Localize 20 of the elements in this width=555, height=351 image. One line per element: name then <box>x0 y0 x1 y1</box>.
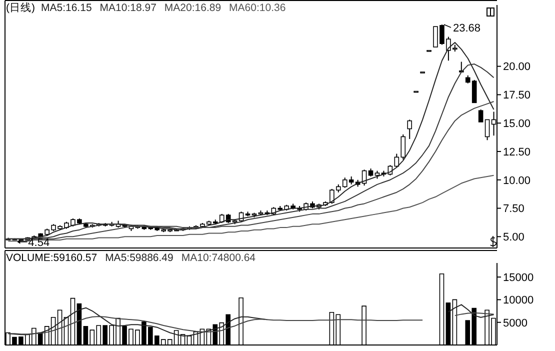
y-tick-label: 5000 <box>503 317 528 330</box>
text: MA10:18.97 <box>100 2 156 14</box>
y-tick-label: 7.50 <box>503 203 524 216</box>
annotation: 4.54 <box>28 236 50 249</box>
y-tick-label: 15000 <box>503 272 534 284</box>
y-tick-label: 17.50 <box>503 90 531 102</box>
text: VOLUME:59160.57 <box>6 252 98 264</box>
chart-title: (日线) <box>6 2 35 14</box>
y-tick-label: 10000 <box>503 294 534 307</box>
text: MA5:16.15 <box>41 2 92 14</box>
text: MA60:10.36 <box>229 2 286 14</box>
y-tick-label: 5.00 <box>503 232 524 244</box>
y-tick-label: 15.00 <box>503 118 531 130</box>
y-tick-label: 10.00 <box>503 174 531 187</box>
text: MA10:74800.64 <box>181 252 256 264</box>
annotation: 23.68 <box>452 22 481 35</box>
y-tick-label: 20.00 <box>503 61 531 74</box>
text: MA20:16.89 <box>164 2 222 14</box>
y-tick-label: 12.50 <box>503 146 531 158</box>
text: MA5:59886.49 <box>105 252 174 264</box>
